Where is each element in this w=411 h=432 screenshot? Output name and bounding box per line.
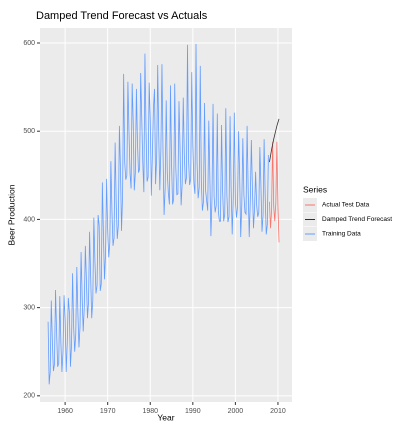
- y-tick-label: 600: [23, 40, 35, 47]
- series-line: [269, 141, 280, 243]
- x-tick-label: 2000: [228, 408, 244, 415]
- legend-label: Damped Trend Forecast: [322, 216, 392, 223]
- y-tick-label: 400: [23, 216, 35, 223]
- legend-label: Training Data: [322, 231, 361, 238]
- y-axis-title: Beer Production: [6, 184, 16, 245]
- chart-title: Damped Trend Forecast vs Actuals: [36, 10, 208, 22]
- x-tick-label: 1970: [100, 408, 116, 415]
- x-tick-label: 1980: [142, 408, 158, 415]
- y-tick-label: 500: [23, 128, 35, 135]
- legend-label: Actual Test Data: [322, 202, 370, 209]
- y-tick-label: 200: [23, 393, 35, 400]
- legend-title: Series: [303, 184, 327, 194]
- x-tick-label: 2010: [270, 408, 286, 415]
- series-line: [47, 43, 269, 385]
- series-line: [269, 118, 280, 163]
- x-tick-label: 1960: [57, 408, 73, 415]
- y-tick-label: 300: [23, 304, 35, 311]
- x-tick-label: 1990: [185, 408, 201, 415]
- x-axis-title: Year: [157, 412, 174, 422]
